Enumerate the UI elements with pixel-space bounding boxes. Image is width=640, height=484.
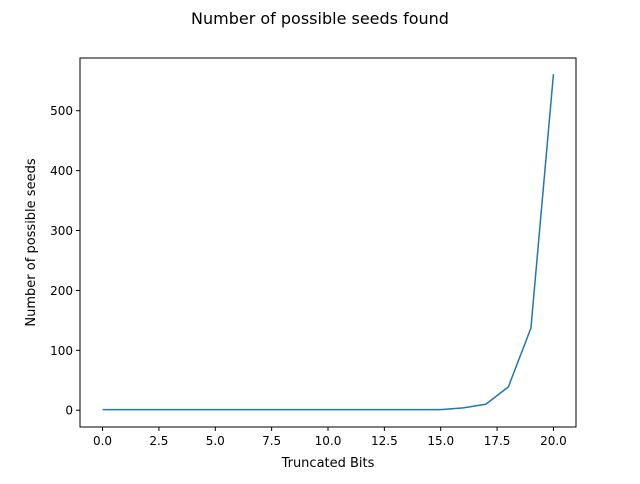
x-tick-label: 0.0 [93,434,112,448]
x-tick-label: 17.5 [484,434,511,448]
x-tick-label: 7.5 [262,434,281,448]
x-axis: 0.0 2.5 5.0 7.5 10.0 12.5 15.0 17.5 20.0 [93,427,567,448]
x-tick-label: 10.0 [315,434,342,448]
x-tick-label: 2.5 [149,434,168,448]
y-axis-label: Number of possible seeds [24,158,39,326]
chart-title: Number of possible seeds found [191,9,449,28]
y-tick-label: 200 [50,284,73,298]
series-line [102,74,555,411]
x-tick-label: 15.0 [427,434,454,448]
y-axis: 0 100 200 300 400 500 [50,104,80,418]
x-tick-label: 20.0 [540,434,567,448]
plot-area [102,74,555,411]
y-tick-label: 300 [50,224,73,238]
y-tick-label: 0 [65,404,73,418]
x-tick-label: 5.0 [206,434,225,448]
x-axis-label: Truncated Bits [281,456,375,471]
y-tick-label: 500 [50,104,73,118]
x-tick-label: 12.5 [371,434,398,448]
y-tick-label: 400 [50,164,73,178]
y-tick-label: 100 [50,344,73,358]
